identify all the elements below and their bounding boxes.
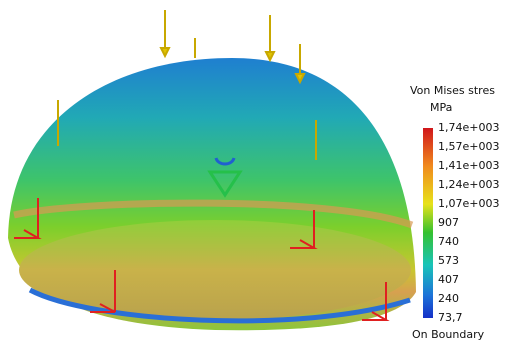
legend-label: 740 <box>438 235 459 248</box>
legend-label: 1,07e+003 <box>438 197 499 210</box>
legend-label: 240 <box>438 292 459 305</box>
legend-title: Von Mises stres <box>410 84 495 97</box>
body: Von Mises stres MPa On Boundary 1,74e+00… <box>0 0 511 343</box>
legend-labels: 1,74e+003 1,57e+003 1,41e+003 1,24e+003 1,07… <box>438 121 499 324</box>
color-scale <box>423 128 433 318</box>
legend-unit: MPa <box>430 101 452 114</box>
legend-label: 1,41e+003 <box>438 159 499 172</box>
legend-label: 1,57e+003 <box>438 140 499 153</box>
load-arrow-head <box>161 48 169 56</box>
legend-label: 1,74e+003 <box>438 121 499 134</box>
load-arrow-head <box>266 52 274 60</box>
legend-label: 907 <box>438 216 459 229</box>
viewport: Von Mises stres MPa On Boundary 1,74e+00… <box>0 0 511 343</box>
legend-label: 407 <box>438 273 459 286</box>
legend-label: 1,24e+003 <box>438 178 499 191</box>
legend-label: 573 <box>438 254 459 267</box>
legend-label: 73,7 <box>438 311 463 324</box>
legend-footer: On Boundary <box>412 328 485 341</box>
page: Von Mises stress result {"legend": {"tit… <box>0 0 511 343</box>
